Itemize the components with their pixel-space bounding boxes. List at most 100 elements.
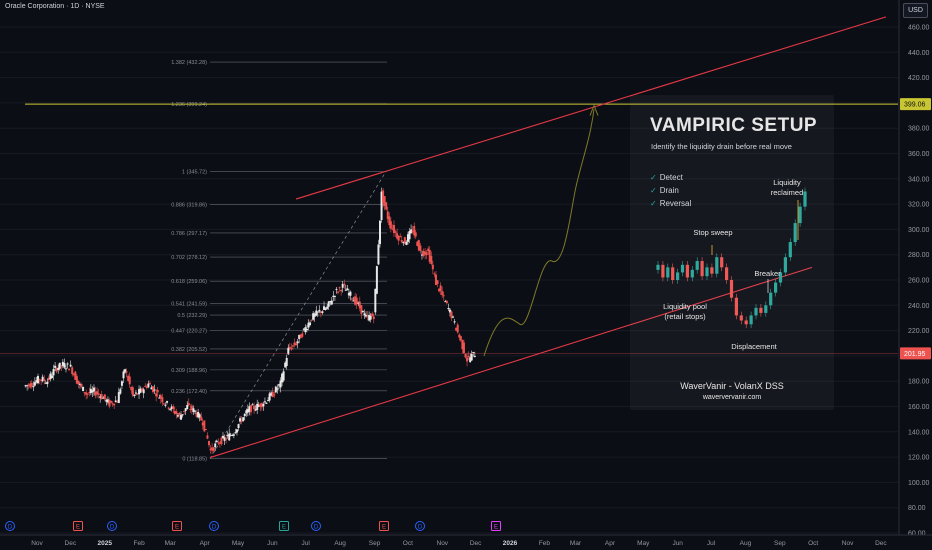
candle-body (29, 383, 32, 388)
candle-body (402, 241, 405, 244)
panel-candle-body (729, 280, 734, 298)
candle-body (431, 264, 434, 270)
y-tick-label: 180.00 (908, 379, 930, 386)
candle-body (424, 251, 427, 255)
x-tick-label: Jul (707, 540, 716, 547)
candle-body (60, 365, 63, 367)
check-icon: ✓ (650, 173, 657, 182)
candle-body (397, 235, 400, 241)
displacement-label: Displacement (731, 342, 777, 351)
candle-body (456, 324, 459, 333)
candle-body (363, 313, 366, 316)
candle-body (178, 412, 181, 416)
x-tick-label: May (637, 540, 650, 547)
checklist-label: Detect (659, 173, 683, 182)
candle-body (164, 404, 167, 406)
candle-body (287, 347, 290, 355)
x-tick-label: Dec (875, 540, 887, 547)
candle-body (99, 396, 102, 398)
candle-body (307, 322, 310, 328)
panel-candle-body (710, 267, 714, 274)
candle-body (26, 385, 29, 387)
candle-body (341, 283, 344, 288)
candle-body (162, 403, 165, 405)
earnings-marker-icon (279, 521, 289, 531)
candle-body (78, 383, 81, 385)
candle-body (267, 400, 270, 402)
candle-body (357, 302, 360, 304)
earnings-marker-icon (172, 521, 182, 531)
stop-sweep-label: Stop sweep (693, 228, 733, 237)
event-marker-letter: E (282, 525, 286, 531)
candle-body (383, 196, 386, 206)
panel-candle-body (754, 307, 758, 316)
fib-label: 1.382 (432.28) (171, 60, 207, 66)
x-tick-label: Nov (31, 540, 43, 547)
candle-body (246, 409, 249, 413)
candle-body (169, 408, 172, 410)
candle-body (422, 250, 425, 256)
candle-body (469, 357, 472, 363)
fib-label: 0 (118.85) (182, 457, 207, 463)
x-tick-label: Feb (539, 540, 551, 547)
panel-candle-body (778, 272, 783, 283)
candle-body (290, 347, 293, 350)
candle-body (243, 413, 246, 417)
candle-body (200, 416, 203, 421)
candle-body (167, 407, 170, 409)
candle-body (204, 429, 207, 431)
candle-body (452, 316, 455, 318)
candle-body (195, 412, 198, 417)
checklist-label: Reversal (659, 199, 692, 208)
earnings-marker-icon (491, 521, 501, 531)
candle-body (209, 448, 212, 451)
x-tick-label: Mar (570, 540, 582, 547)
candle-body (166, 401, 169, 403)
x-tick-label: 2026 (503, 540, 518, 547)
dividend-marker-icon (5, 521, 15, 531)
candle-body (85, 392, 88, 395)
y-tick-label: 140.00 (908, 429, 930, 436)
y-tick-label: 260.00 (908, 278, 930, 285)
candle-body (116, 401, 119, 403)
candle-body (136, 393, 139, 395)
chart-title: Oracle Corporation · 1D · NYSE (5, 3, 105, 10)
candle-body (458, 334, 461, 338)
candle-body (211, 447, 214, 451)
event-marker-letter: D (314, 525, 319, 531)
y-tick-label: 100.00 (908, 480, 930, 487)
panel-candle-body (705, 267, 709, 277)
candle-body (330, 300, 333, 305)
fib-label: 0.236 (172.40) (171, 389, 207, 395)
candle-body (285, 357, 288, 366)
checklist-drain: ✓ Drain (650, 186, 679, 195)
candle-body (335, 288, 338, 290)
candle-body (111, 403, 114, 405)
panel-candle-body (695, 261, 699, 270)
currency-button[interactable]: USD (903, 3, 928, 18)
candle-body (190, 405, 193, 411)
brand-website[interactable]: waververvanir.com (702, 394, 762, 401)
candle-body (50, 375, 53, 378)
candle-body (122, 371, 125, 379)
panel-candle-body (769, 292, 773, 306)
check-icon: ✓ (650, 186, 657, 195)
y-tick-label: 360.00 (908, 151, 930, 158)
candle-body (420, 254, 423, 256)
candle-body (259, 403, 262, 408)
candle-body (158, 397, 161, 399)
candle-body (52, 369, 55, 376)
candle-body (54, 365, 57, 368)
candle-body (374, 288, 377, 313)
event-marker-letter: D (418, 525, 423, 531)
candle-body (414, 232, 417, 237)
candle-body (36, 375, 39, 384)
fib-label: 0.541 (241.59) (171, 301, 207, 307)
candle-body (366, 315, 369, 317)
candle-body (220, 437, 223, 445)
candle-body (326, 306, 329, 309)
panel-candle-body (783, 257, 787, 273)
candle-body (61, 361, 64, 366)
candle-body (161, 397, 164, 403)
